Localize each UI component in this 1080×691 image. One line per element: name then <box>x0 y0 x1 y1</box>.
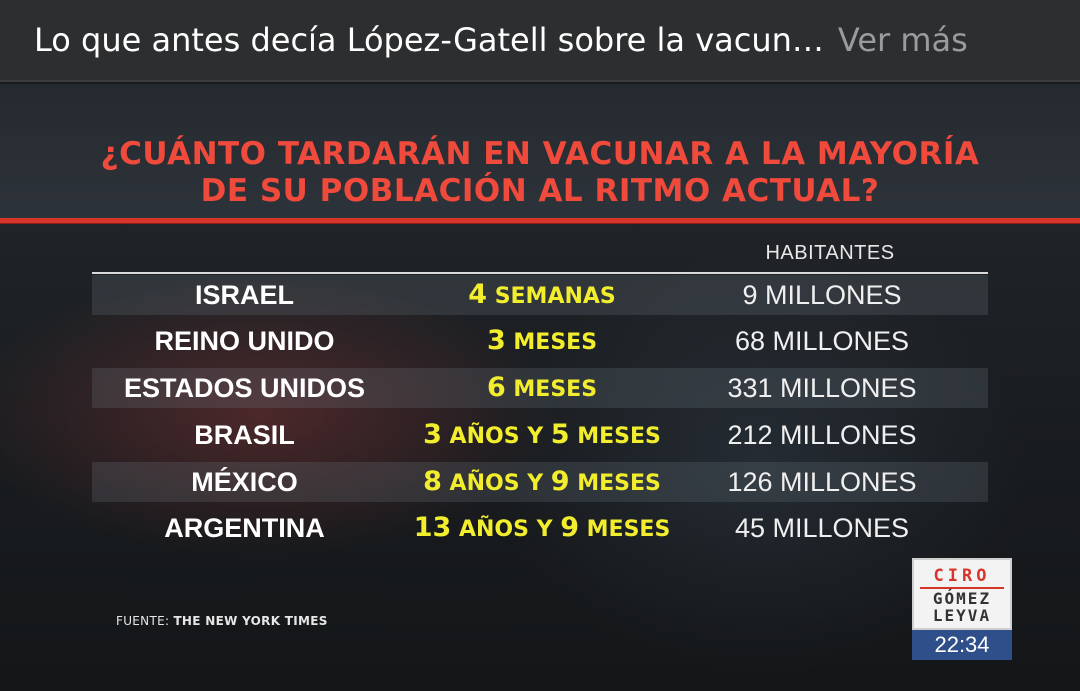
time-cell: 3 MESES <box>486 325 598 356</box>
logo-line-2: GÓMEZ <box>932 589 992 608</box>
graphic-title-line-1: ¿CUÁNTO TARDARÁN EN VACUNAR A LA MAYORÍA <box>100 136 980 172</box>
time-cell: 3 AÑOS Y 5 MESES <box>423 419 661 450</box>
source-label: FUENTE: <box>116 614 170 628</box>
table-row: ESTADOS UNIDOS 6 MESES 331 MILLONES <box>92 368 988 408</box>
source-name: THE NEW YORK TIMES <box>173 614 328 628</box>
country-cell: MÉXICO <box>191 467 298 497</box>
time-cell: 4 SEMANAS <box>468 279 616 310</box>
logo-line-1: CIRO <box>933 566 991 586</box>
see-more-link[interactable]: Ver más <box>837 21 968 59</box>
country-cell: BRASIL <box>194 420 295 450</box>
table-row: ISRAEL 4 SEMANAS 9 MILLONES <box>92 275 988 315</box>
country-cell: ESTADOS UNIDOS <box>123 373 366 403</box>
table-divider <box>92 272 988 274</box>
column-header-inhabitants: HABITANTES <box>765 242 895 264</box>
caption-text: Lo que antes decía López-Gatell sobre la… <box>34 21 824 59</box>
inhabitants-cell: 9 MILLONES <box>742 280 902 310</box>
channel-logo: CIRO GÓMEZ LEYVA <box>912 558 1012 630</box>
video-frame[interactable]: ¿CUÁNTO TARDARÁN EN VACUNAR A LA MAYORÍA… <box>0 84 1080 691</box>
inhabitants-cell: 331 MILLONES <box>727 373 917 403</box>
country-cell: REINO UNIDO <box>154 326 335 356</box>
logo-line-3: LEYVA <box>932 606 992 625</box>
source-credit: FUENTE: THE NEW YORK TIMES <box>116 614 328 628</box>
time-cell: 8 AÑOS Y 9 MESES <box>423 466 661 497</box>
logo-divider <box>920 587 1004 589</box>
graphic-title-line-2: DE SU POBLACIÓN AL RITMO ACTUAL? <box>200 173 880 209</box>
video-caption-bar: Lo que antes decía López-Gatell sobre la… <box>0 0 1080 82</box>
country-cell: ISRAEL <box>194 280 294 310</box>
table-row: ARGENTINA 13 AÑOS Y 9 MESES 45 MILLONES <box>92 508 988 548</box>
time-cell: 6 MESES <box>486 372 598 403</box>
red-divider <box>0 218 1080 223</box>
table-row: BRASIL 3 AÑOS Y 5 MESES 212 MILLONES <box>92 415 988 455</box>
table-row: REINO UNIDO 3 MESES 68 MILLONES <box>92 321 988 361</box>
table-row: MÉXICO 8 AÑOS Y 9 MESES 126 MILLONES <box>92 462 988 502</box>
broadcast-clock: 22:34 <box>912 630 1012 660</box>
title-band <box>0 84 1080 218</box>
country-cell: ARGENTINA <box>164 513 325 543</box>
inhabitants-cell: 212 MILLONES <box>727 420 917 450</box>
inhabitants-cell: 126 MILLONES <box>727 467 917 497</box>
time-cell: 13 AÑOS Y 9 MESES <box>413 512 671 543</box>
inhabitants-cell: 68 MILLONES <box>734 326 910 356</box>
inhabitants-cell: 45 MILLONES <box>734 513 910 543</box>
